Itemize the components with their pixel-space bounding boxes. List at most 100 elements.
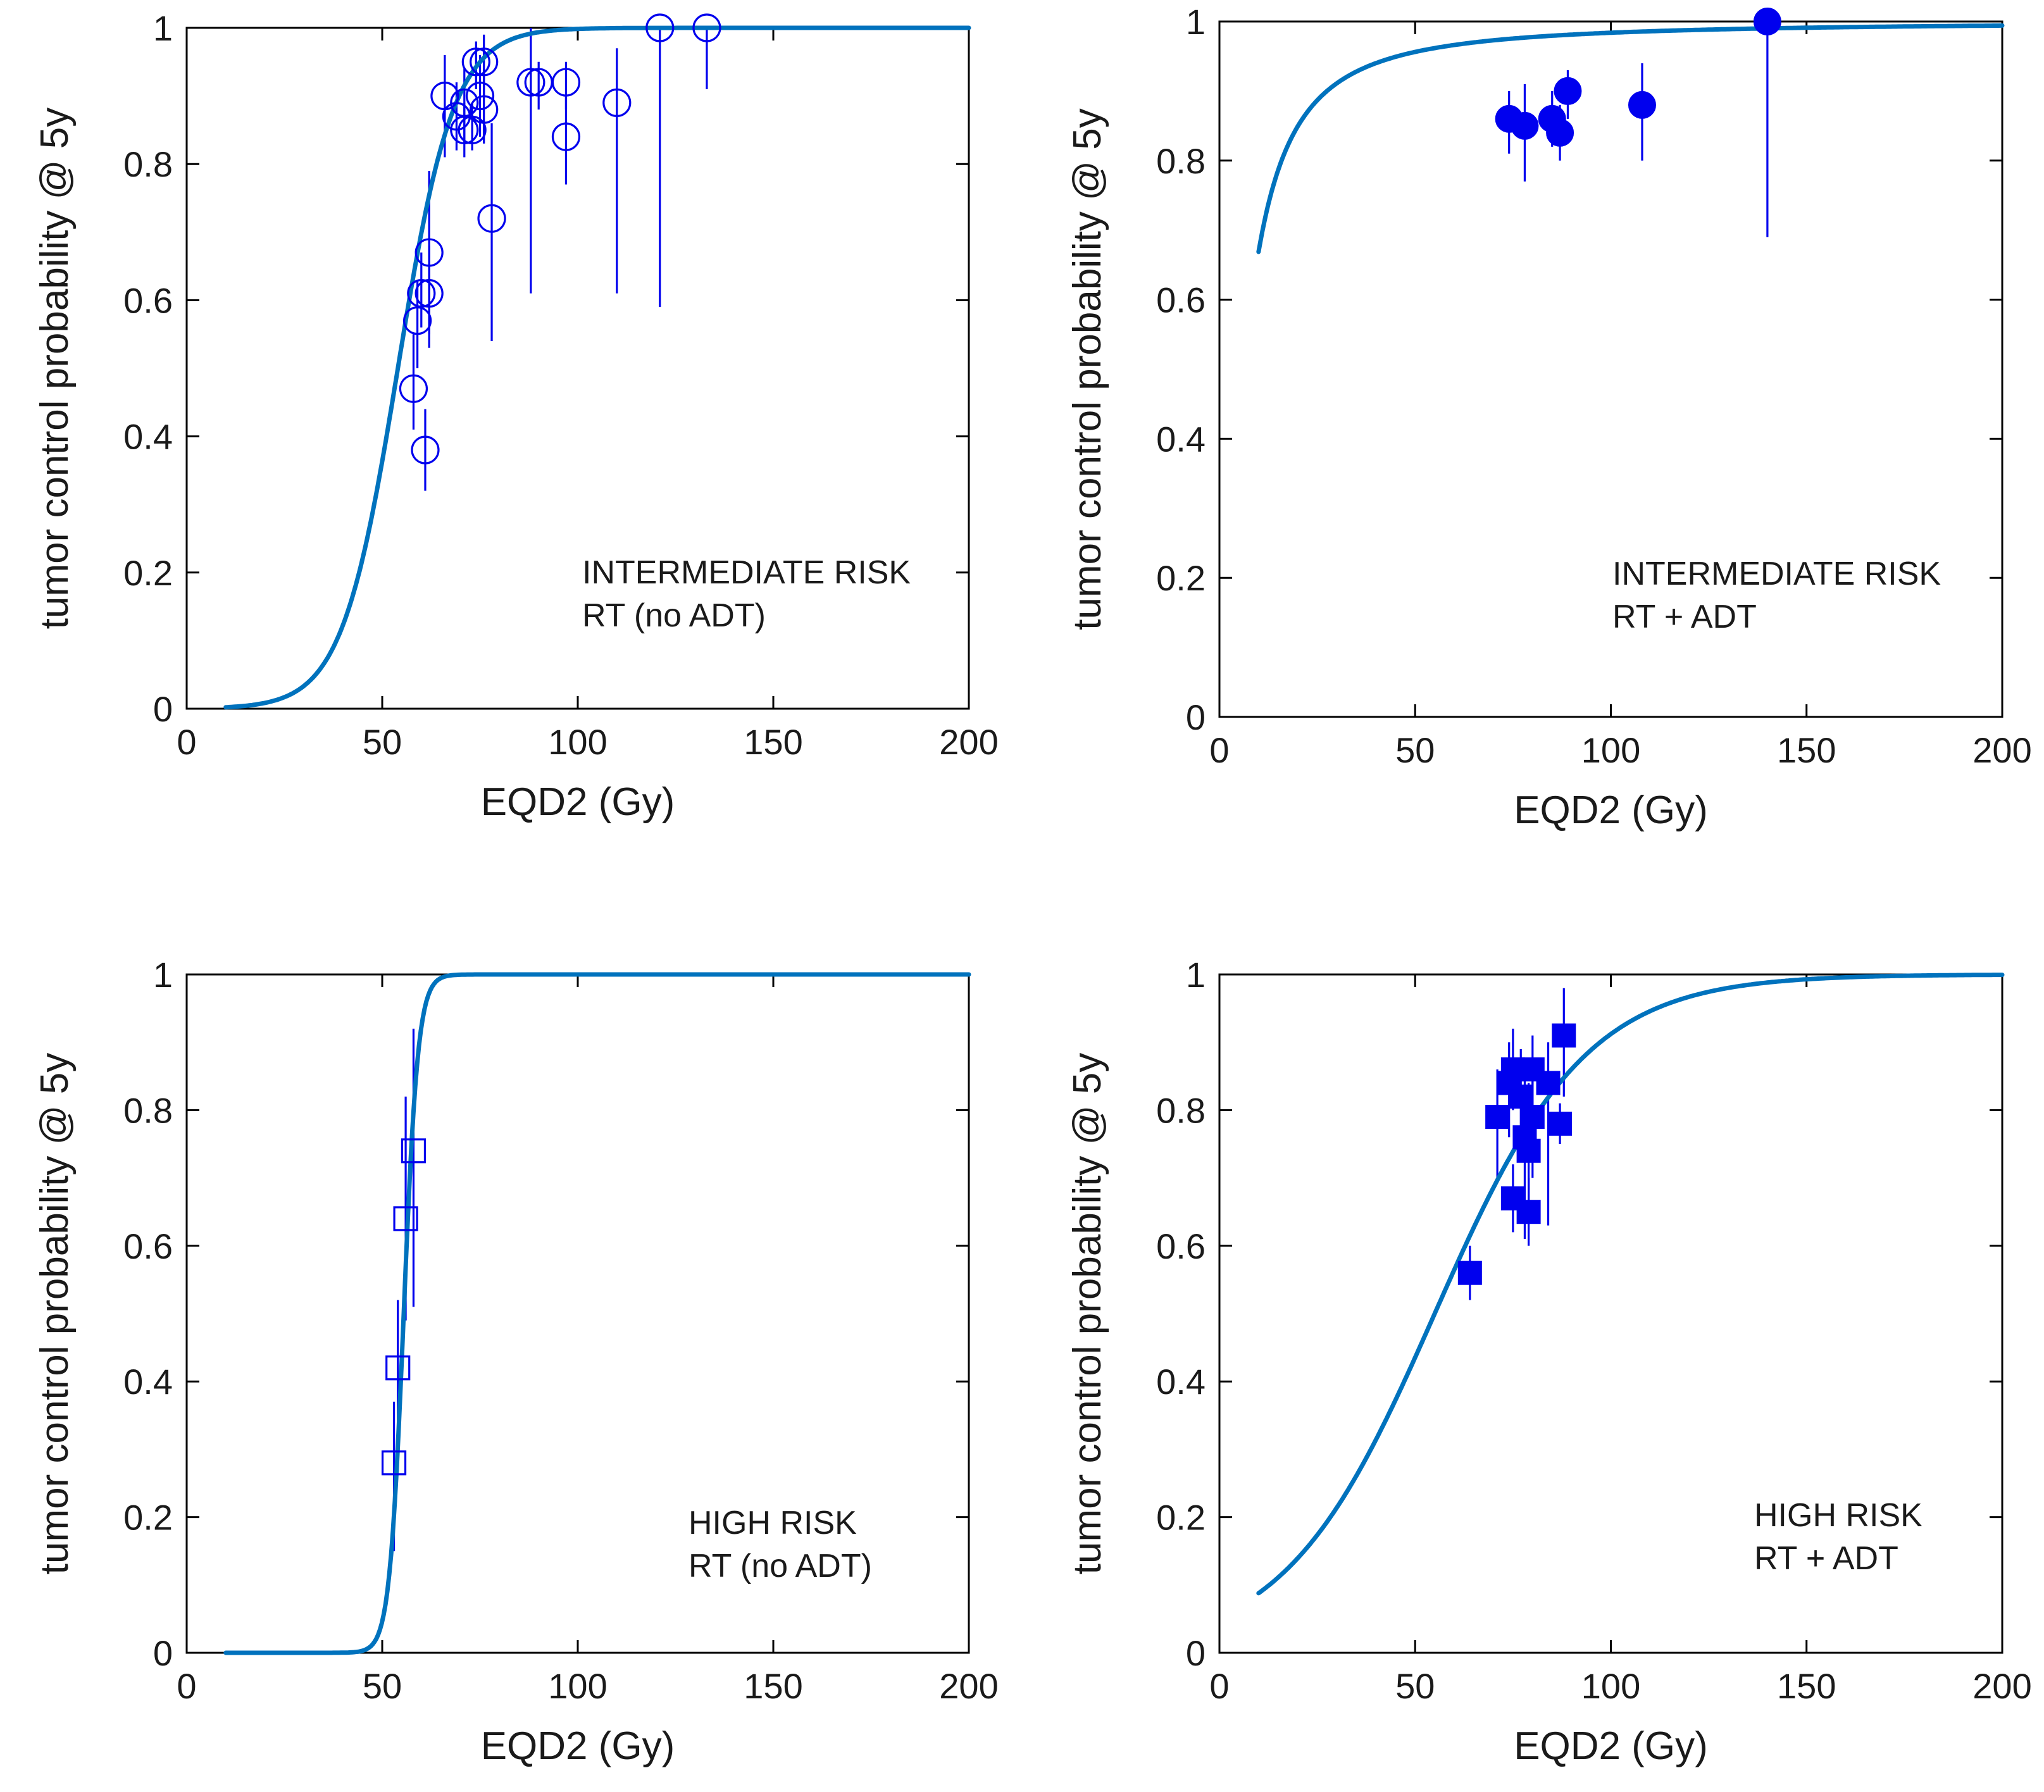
x-axis-label: EQD2 (Gy) xyxy=(481,780,675,824)
y-tick-label: 0.4 xyxy=(1156,419,1206,459)
data-point xyxy=(407,279,436,308)
x-tick-label: 100 xyxy=(1581,1666,1640,1706)
data-point xyxy=(470,95,499,124)
x-tick-label: 0 xyxy=(1209,1666,1229,1706)
panel-annotation: RT + ADT xyxy=(1612,599,1757,635)
y-tick-label: 0.2 xyxy=(1156,1498,1206,1538)
data-point xyxy=(1520,1105,1545,1129)
y-tick-label: 0 xyxy=(153,1633,173,1673)
y-tick-label: 0.6 xyxy=(123,1226,173,1266)
panel-annotation: INTERMEDIATE RISK xyxy=(582,554,911,591)
data-point xyxy=(1457,1260,1482,1285)
y-tick-label: 0.8 xyxy=(123,144,173,184)
panel-annotation: HIGH RISK xyxy=(1754,1497,1922,1534)
data-point xyxy=(1485,1105,1510,1129)
fit-curve xyxy=(223,25,971,710)
fit-curve xyxy=(1256,23,2005,254)
data-point xyxy=(411,435,440,464)
data-point xyxy=(551,122,581,151)
y-tick-label: 0.2 xyxy=(123,1498,173,1538)
data-point xyxy=(470,47,499,77)
x-tick-label: 200 xyxy=(939,1666,998,1706)
y-tick-label: 0.6 xyxy=(1156,280,1206,320)
data-point xyxy=(385,1355,411,1381)
data-point xyxy=(516,68,545,97)
data-point xyxy=(461,47,490,77)
x-tick-label: 100 xyxy=(548,1666,607,1706)
data-point xyxy=(602,88,632,117)
x-tick-label: 0 xyxy=(177,722,196,762)
data-point xyxy=(1753,8,1781,35)
data-point xyxy=(551,68,581,97)
x-tick-label: 50 xyxy=(1395,730,1435,770)
data-point xyxy=(1546,118,1574,147)
y-tick-label: 1 xyxy=(153,955,173,995)
x-tick-label: 50 xyxy=(363,1666,402,1706)
y-tick-label: 0.6 xyxy=(1156,1226,1206,1266)
x-tick-label: 150 xyxy=(1777,730,1836,770)
y-tick-label: 0.8 xyxy=(123,1090,173,1130)
data-point xyxy=(414,279,444,308)
y-tick-label: 0.4 xyxy=(1156,1362,1206,1402)
x-tick-label: 150 xyxy=(1777,1666,1836,1706)
y-axis-label: tumor control probability @ 5y xyxy=(1066,1053,1109,1575)
data-point xyxy=(465,82,495,111)
y-tick-label: 0 xyxy=(1186,697,1206,737)
data-point xyxy=(381,1450,407,1476)
y-tick-label: 0.8 xyxy=(1156,141,1206,181)
data-point xyxy=(477,204,506,233)
data-point xyxy=(1628,90,1656,119)
x-tick-label: 0 xyxy=(177,1666,196,1706)
data-point xyxy=(450,88,479,117)
y-tick-label: 0.4 xyxy=(123,1362,173,1402)
data-point xyxy=(1509,1084,1533,1109)
y-tick-label: 0.2 xyxy=(1156,558,1206,598)
x-tick-label: 50 xyxy=(1395,1666,1435,1706)
data-point xyxy=(1516,1138,1541,1163)
data-point xyxy=(645,13,675,42)
x-tick-label: 200 xyxy=(1972,730,2031,770)
x-tick-label: 200 xyxy=(1972,1666,2031,1706)
y-tick-label: 0 xyxy=(153,689,173,729)
panel-annotation: RT (no ADT) xyxy=(689,1548,872,1584)
data-point xyxy=(403,306,432,335)
y-tick-label: 0.2 xyxy=(123,553,173,593)
data-point xyxy=(399,374,428,403)
y-axis-label: tumor control probability @ 5y xyxy=(33,108,77,630)
x-tick-label: 150 xyxy=(744,1666,802,1706)
y-tick-label: 0.8 xyxy=(1156,1090,1206,1130)
data-point xyxy=(1511,111,1539,140)
y-tick-label: 1 xyxy=(153,8,173,48)
chart-panel-bottom-right: 0 50 100 150 200 0 0.2 0.4 0.6 0.8 1 EQD2 (Gy) tumor… xyxy=(1066,955,2032,1768)
panel-annotation: INTERMEDIATE RISK xyxy=(1612,556,1941,592)
fit-curve xyxy=(223,972,971,1655)
data-point xyxy=(1536,1071,1561,1095)
x-axis-label: EQD2 (Gy) xyxy=(1514,788,1708,832)
x-tick-label: 100 xyxy=(1581,730,1640,770)
chart-panel-bottom-left: 0 50 100 150 200 0 0.2 0.4 0.6 0.8 1 EQD2 (Gy) tumor… xyxy=(33,955,999,1768)
x-tick-label: 50 xyxy=(363,722,402,762)
y-axis-label: tumor control probability @ 5y xyxy=(33,1053,77,1575)
y-tick-label: 1 xyxy=(1186,955,1206,995)
y-tick-label: 0 xyxy=(1186,1633,1206,1673)
axes-box xyxy=(1218,20,2003,718)
y-tick-label: 0.4 xyxy=(123,417,173,457)
chart-panel-top-right: 0 50 100 150 200 0 0.2 0.4 0.6 0.8 1 EQD2 (Gy) tumor… xyxy=(1066,2,2032,832)
y-tick-label: 1 xyxy=(1186,2,1206,42)
x-tick-label: 200 xyxy=(939,722,998,762)
data-point xyxy=(1516,1200,1541,1224)
panel-annotation: RT (no ADT) xyxy=(582,597,766,634)
panel-annotation: HIGH RISK xyxy=(689,1505,857,1541)
data-point xyxy=(1548,1111,1573,1136)
data-point xyxy=(1554,77,1582,105)
x-axis-label: EQD2 (Gy) xyxy=(1514,1724,1708,1768)
y-tick-label: 0.6 xyxy=(123,280,173,320)
fit-curve xyxy=(1256,973,2005,1596)
x-tick-label: 0 xyxy=(1209,730,1229,770)
x-tick-label: 150 xyxy=(744,722,802,762)
data-point xyxy=(692,13,721,42)
data-point xyxy=(401,1138,427,1164)
x-tick-label: 100 xyxy=(548,722,607,762)
